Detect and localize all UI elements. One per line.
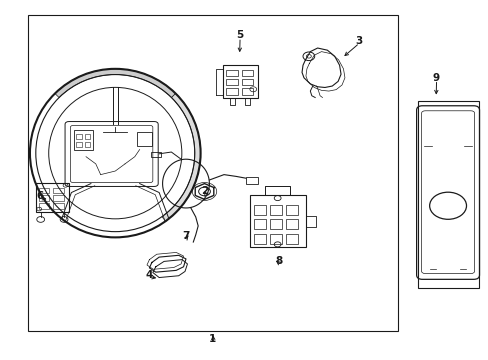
Bar	[84, 134, 90, 139]
Text: 5: 5	[236, 31, 243, 40]
Bar	[241, 88, 253, 95]
Bar	[269, 234, 281, 244]
Polygon shape	[162, 94, 200, 221]
Bar	[269, 219, 281, 229]
Text: 7: 7	[182, 231, 189, 241]
Text: 9: 9	[432, 73, 439, 83]
Bar	[74, 130, 93, 149]
Bar	[249, 195, 305, 247]
Bar	[39, 188, 49, 193]
Bar	[39, 203, 49, 209]
Bar	[36, 183, 69, 212]
Polygon shape	[55, 69, 175, 98]
Bar	[269, 205, 281, 215]
Bar	[285, 205, 297, 215]
Bar	[225, 69, 237, 76]
Bar	[285, 219, 297, 229]
Bar	[241, 69, 253, 76]
Text: 2: 2	[201, 186, 208, 196]
Bar	[225, 79, 237, 85]
Text: 4: 4	[145, 270, 153, 280]
Bar	[245, 177, 258, 184]
Bar	[151, 152, 160, 157]
Bar	[84, 142, 90, 147]
Text: 1: 1	[209, 333, 216, 343]
Bar	[137, 132, 152, 146]
Bar	[223, 65, 258, 98]
Bar	[417, 101, 478, 288]
Text: 3: 3	[355, 36, 362, 46]
Bar	[53, 195, 64, 201]
Bar	[285, 234, 297, 244]
Bar	[253, 205, 265, 215]
Bar	[53, 188, 64, 193]
Text: 8: 8	[274, 256, 282, 266]
Bar	[76, 142, 81, 147]
Bar	[39, 195, 49, 201]
Bar	[253, 234, 265, 244]
Bar	[27, 15, 397, 330]
Bar	[253, 219, 265, 229]
Text: 6: 6	[36, 191, 43, 201]
Bar	[76, 134, 81, 139]
Bar	[225, 88, 237, 95]
Bar	[241, 79, 253, 85]
Bar	[53, 203, 64, 209]
